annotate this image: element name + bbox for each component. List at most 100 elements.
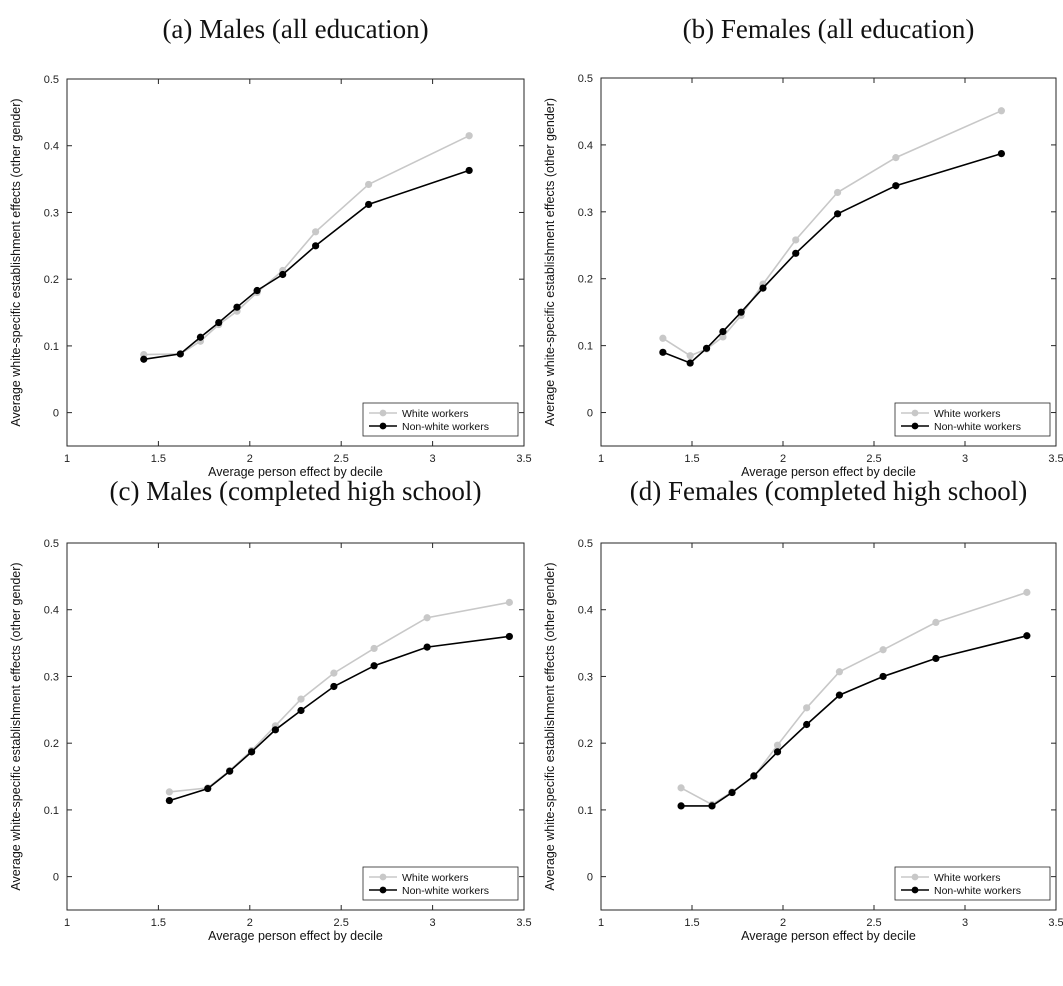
- x-tick-label: 2: [247, 453, 253, 465]
- data-point-non-white-workers: [423, 643, 431, 651]
- data-point-non-white-workers: [204, 784, 212, 793]
- panel-title: (d) Females (completed high school): [630, 476, 1027, 506]
- chart-panel-a: (a) Males (all education) 1 1.5 2 2.5 3 3.5 0 0.…: [9, 14, 532, 479]
- data-point-white-workers: [686, 352, 694, 360]
- x-tick-label: 1.5: [151, 453, 166, 465]
- x-axis-label: Average person effect by decile: [208, 465, 383, 479]
- data-point-white-workers: [1023, 588, 1031, 596]
- data-point-non-white-workers: [737, 308, 745, 316]
- y-tick-label: 0.5: [578, 73, 593, 85]
- x-tick-label: 1: [64, 917, 70, 929]
- y-tick-label: 0.4: [44, 141, 59, 153]
- data-point-non-white-workers: [879, 672, 887, 681]
- x-tick-label: 1: [64, 453, 70, 465]
- data-point-non-white-workers: [835, 691, 844, 699]
- data-point-white-workers: [370, 644, 378, 653]
- y-tick-label: 0: [53, 408, 59, 420]
- x-tick-label: 3: [430, 453, 436, 465]
- series-line-non-white-workers: [169, 635, 510, 802]
- data-point-non-white-workers: [196, 333, 205, 341]
- data-point-white-workers: [423, 614, 431, 622]
- legend-box: [894, 402, 1051, 437]
- data-point-non-white-workers: [215, 318, 223, 327]
- y-tick-label: 0: [587, 872, 593, 884]
- data-point-non-white-workers: [140, 355, 148, 363]
- plot-frame: [66, 542, 525, 911]
- legend-label: White workers: [934, 408, 1001, 420]
- x-tick-label: 2.5: [866, 917, 881, 929]
- x-tick-label: 3: [962, 453, 968, 465]
- y-tick-label: 0.2: [578, 274, 593, 286]
- y-tick-label: 0.5: [44, 538, 59, 550]
- data-point-white-workers: [834, 188, 842, 197]
- legend-swatch-marker: [911, 409, 919, 417]
- legend-label: White workers: [402, 408, 469, 420]
- x-tick-label: 3.5: [1048, 453, 1063, 465]
- legend-box: [362, 402, 519, 437]
- data-point-non-white-workers: [330, 682, 338, 691]
- y-tick-label: 0.1: [578, 805, 593, 817]
- data-point-white-workers: [330, 669, 338, 677]
- data-point-non-white-workers: [759, 284, 767, 292]
- x-tick-label: 1: [598, 917, 604, 929]
- data-point-non-white-workers: [997, 150, 1006, 158]
- panel-title: (b) Females (all education): [683, 14, 975, 44]
- y-tick-label: 0.3: [578, 671, 593, 683]
- data-point-non-white-workers: [686, 359, 694, 367]
- data-point-non-white-workers: [465, 166, 473, 175]
- x-tick-label: 1: [598, 453, 604, 465]
- y-tick-label: 0.3: [44, 671, 59, 683]
- plot-frame: [600, 542, 1057, 911]
- x-tick-label: 3.5: [1048, 917, 1063, 929]
- y-tick-label: 0: [587, 408, 593, 420]
- data-point-non-white-workers: [892, 182, 900, 190]
- data-point-non-white-workers: [750, 772, 758, 780]
- legend-swatch-marker: [379, 409, 387, 417]
- data-point-non-white-workers: [297, 706, 305, 715]
- data-point-non-white-workers: [233, 303, 241, 311]
- x-tick-label: 3: [430, 917, 436, 929]
- data-point-white-workers: [165, 788, 173, 796]
- panel-title: (c) Males (completed high school): [110, 476, 482, 506]
- data-point-non-white-workers: [370, 662, 378, 670]
- legend-label: Non-white workers: [402, 421, 489, 433]
- y-tick-label: 0.5: [578, 538, 593, 550]
- data-point-non-white-workers: [708, 802, 716, 810]
- data-point-white-workers: [312, 228, 320, 236]
- legend-swatch-marker: [379, 873, 387, 881]
- data-point-white-workers: [932, 618, 940, 627]
- data-point-non-white-workers: [677, 802, 685, 810]
- y-axis-label: Average white-specific establishment eff…: [9, 98, 23, 426]
- series-line-white-workers: [169, 601, 510, 793]
- legend-swatch-marker: [911, 422, 919, 430]
- y-tick-label: 0.3: [578, 207, 593, 219]
- data-point-non-white-workers: [773, 748, 782, 756]
- data-point-white-workers: [505, 598, 513, 606]
- x-tick-label: 2: [780, 453, 786, 465]
- data-point-white-workers: [773, 741, 782, 749]
- x-tick-label: 1.5: [151, 917, 166, 929]
- data-point-non-white-workers: [803, 720, 811, 729]
- data-point-white-workers: [835, 668, 844, 676]
- data-point-non-white-workers: [253, 286, 261, 295]
- y-tick-label: 0.3: [44, 207, 59, 219]
- x-axis-label: Average person effect by decile: [741, 465, 916, 479]
- series-line-white-workers: [662, 110, 1002, 357]
- data-point-non-white-workers: [248, 748, 256, 756]
- data-point-white-workers: [879, 646, 887, 654]
- data-point-non-white-workers: [659, 348, 667, 356]
- x-axis-label: Average person effect by decile: [208, 929, 383, 943]
- data-point-non-white-workers: [728, 788, 736, 797]
- x-tick-label: 2.5: [334, 453, 349, 465]
- data-point-white-workers: [997, 107, 1006, 115]
- data-point-white-workers: [719, 333, 727, 341]
- series-line-non-white-workers: [143, 169, 470, 361]
- x-tick-label: 1.5: [684, 453, 699, 465]
- data-point-non-white-workers: [176, 350, 184, 358]
- series-line-white-workers: [680, 591, 1028, 806]
- data-point-white-workers: [659, 334, 667, 342]
